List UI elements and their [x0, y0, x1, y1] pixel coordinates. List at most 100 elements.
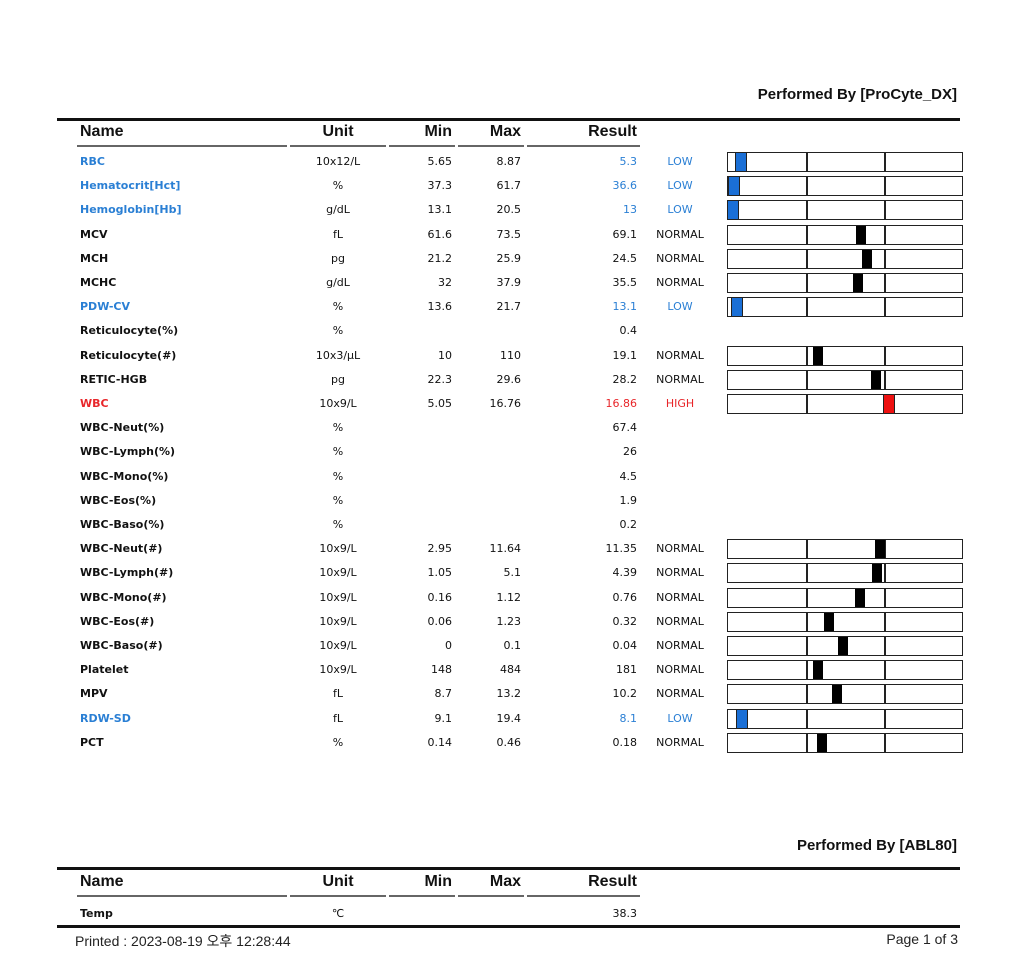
range-divider — [806, 346, 808, 365]
unit: 10x9/L — [319, 663, 357, 677]
table-row: WBC 10x9/L 5.05 16.76 16.86 HIGH — [0, 393, 1024, 417]
table-row: WBC-Lymph(%)% 26 — [0, 441, 1024, 465]
max-value: 484 — [500, 663, 521, 677]
min-value: 37.3 — [427, 179, 453, 193]
range-indicator-bar — [727, 248, 963, 269]
result-value: 4.39 — [612, 566, 638, 580]
range-divider — [884, 709, 886, 728]
min-value: 10 — [438, 348, 452, 362]
result-marker — [823, 612, 834, 631]
unit: pg — [331, 372, 345, 386]
table-row: Temp ℃ 38.3 — [0, 903, 1024, 927]
header-underline — [77, 145, 287, 147]
range-divider — [806, 298, 808, 317]
table-row: WBC-Baso(%)% 0.2 — [0, 514, 1024, 538]
range-indicator-bar — [727, 394, 963, 414]
test-name: MPV — [80, 687, 108, 701]
table-row: WBC-Neut(%)% 67.4 — [0, 417, 1024, 441]
range-indicator-bar — [727, 636, 963, 656]
test-name: RDW-SD — [80, 711, 131, 725]
range-divider — [806, 612, 808, 631]
table-row: RETIC-HGB pg 22.3 29.6 28.2 NORMAL — [0, 369, 1024, 393]
header-underline — [458, 895, 524, 897]
result-value: 69.1 — [612, 227, 638, 241]
test-name: MCH — [80, 251, 109, 265]
table-row: Hematocrit[Hct]% 37.3 61.7 36.6 LOW — [0, 175, 1024, 199]
status-flag: NORMAL — [656, 590, 704, 604]
range-divider — [884, 249, 886, 268]
header-unit: Unit — [322, 123, 354, 140]
result-marker — [736, 708, 749, 729]
min-value: 5.05 — [427, 397, 453, 410]
range-divider — [884, 298, 886, 317]
header-underline — [290, 145, 386, 147]
status-flag: NORMAL — [656, 372, 704, 386]
range-divider — [884, 685, 886, 704]
range-divider — [884, 370, 886, 389]
status-flag: NORMAL — [656, 735, 704, 749]
header-min: Min — [424, 873, 452, 890]
range-divider — [806, 201, 808, 220]
unit: fL — [332, 227, 343, 241]
result-marker — [853, 274, 864, 292]
min-value: 0.14 — [427, 735, 453, 749]
test-name: WBC-Mono(%) — [80, 469, 169, 483]
unit: 10x9/L — [319, 397, 357, 410]
unit: 10x9/L — [319, 590, 357, 604]
result-marker — [727, 176, 740, 197]
unit: 10x9/L — [319, 614, 357, 628]
result-value: 0.2 — [619, 518, 638, 531]
status-flag: NORMAL — [656, 663, 704, 677]
range-divider — [806, 685, 808, 704]
header-underline — [527, 145, 640, 147]
result-value: 10.2 — [612, 687, 638, 701]
status-flag: LOW — [667, 203, 693, 217]
max-value: 8.87 — [496, 155, 522, 168]
range-divider — [806, 709, 808, 728]
result-marker — [837, 637, 848, 655]
min-value: 148 — [431, 663, 452, 677]
range-indicator-bar — [727, 345, 963, 366]
result-value: 35.5 — [612, 276, 638, 289]
range-divider — [806, 249, 808, 268]
table-row: WBC-Lymph(#) 10x9/L 1.05 5.1 4.39 NORMAL — [0, 562, 1024, 586]
range-indicator-bar — [727, 539, 963, 560]
test-name: MCV — [80, 227, 108, 241]
range-divider — [884, 153, 886, 171]
header-underline — [527, 895, 640, 897]
range-indicator-bar — [727, 732, 963, 753]
result-marker — [734, 152, 747, 172]
range-divider — [806, 540, 808, 559]
result-value: 38.3 — [612, 907, 638, 920]
range-divider — [806, 177, 808, 196]
unit: g/dL — [326, 276, 350, 289]
test-name: Hemoglobin[Hb] — [80, 203, 182, 217]
range-divider — [806, 225, 808, 244]
min-value: 2.95 — [427, 542, 453, 556]
unit: 10x12/L — [315, 155, 361, 168]
max-value: 73.5 — [496, 227, 522, 241]
test-name: MCHC — [80, 276, 117, 289]
range-indicator-bar — [727, 200, 963, 221]
range-indicator-bar — [727, 224, 963, 245]
table-row: PDW-CV% 13.6 21.7 13.1 LOW — [0, 296, 1024, 320]
result-value: 0.4 — [619, 324, 638, 338]
test-name: WBC-Eos(#) — [80, 614, 155, 628]
range-divider — [884, 201, 886, 220]
result-marker — [862, 249, 873, 268]
table-row: Reticulocyte(%)% 0.4 — [0, 320, 1024, 344]
max-value: 37.9 — [496, 276, 522, 289]
header-name: Name — [80, 873, 124, 890]
header-min: Min — [424, 123, 452, 140]
result-value: 67.4 — [612, 421, 638, 435]
max-value: 13.2 — [496, 687, 522, 701]
unit: fL — [332, 687, 343, 701]
test-name: WBC — [80, 397, 109, 410]
header-underline — [77, 895, 287, 897]
range-divider — [806, 153, 808, 171]
unit: % — [332, 324, 344, 338]
status-flag: LOW — [667, 155, 693, 168]
table-row: MCH pg 21.2 25.9 24.5 NORMAL — [0, 248, 1024, 272]
test-name: RETIC-HGB — [80, 372, 148, 386]
